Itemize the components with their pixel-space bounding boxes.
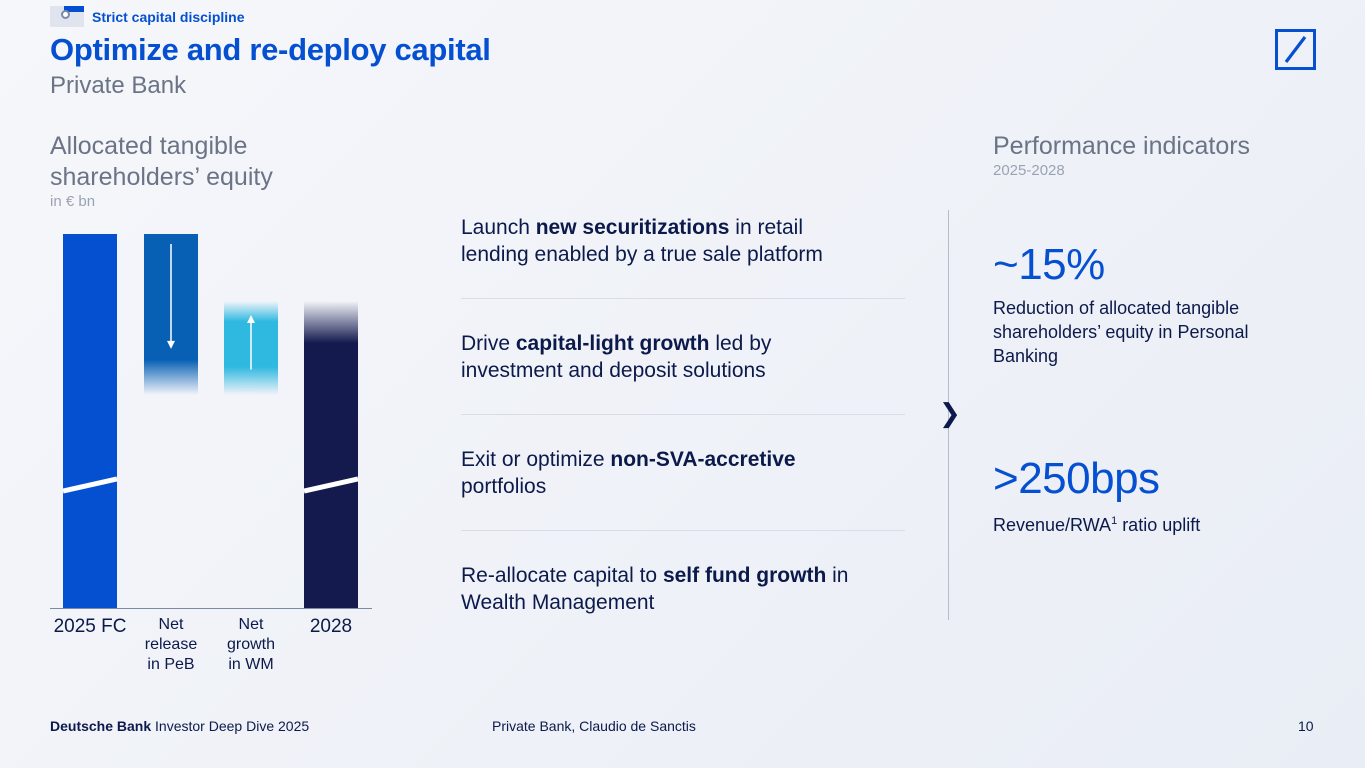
footer-brand: Deutsche Bank (50, 718, 152, 734)
x-axis (50, 608, 372, 609)
kpi-2-value: >250bps (993, 454, 1160, 503)
tag-label: Strict capital discipline (92, 8, 245, 25)
arrow-down-icon (167, 244, 175, 349)
page-number: 10 (1298, 718, 1314, 734)
chevron-right-icon: ❯ (939, 398, 961, 428)
lever-3-highlight: non-SVA-accretive (610, 448, 796, 471)
x-tick-label: 2025 FC (53, 616, 127, 637)
bar-2 (144, 234, 198, 395)
waterfall-chart: 2025 FC Net release in PeB Net growth in WM 202… (50, 225, 380, 685)
lever-1: Launch new securitizations in retail len… (461, 216, 823, 266)
divider (461, 530, 905, 531)
bar-3 (224, 301, 278, 395)
lever-3: Exit or optimize non-SVA-accretive portf… (461, 448, 796, 498)
section-tag: Strict capital discipline (50, 6, 245, 27)
axis-break-icon (63, 476, 117, 494)
performance-title: Performance indicators (993, 132, 1251, 160)
axis-break-icon (304, 476, 358, 494)
page-subtitle: Private Bank (50, 72, 187, 99)
x-tick-label: 2028 (309, 616, 353, 637)
x-tick-label: Net growth in WM (226, 616, 276, 673)
lever-2: Drive capital-light growth led by invest… (461, 332, 772, 382)
footer-event: Investor Deep Dive 2025 (151, 718, 310, 734)
chart-unit: in € bn (50, 193, 96, 210)
lever-4: Re-allocate capital to self fund growth … (461, 564, 849, 614)
bar-1 (63, 234, 117, 608)
lever-2-highlight: capital-light growth (515, 332, 710, 355)
performance-period: 2025-2028 (993, 162, 1065, 179)
arrow-up-icon (247, 315, 255, 370)
footer-center: Private Bank, Claudio de Sanctis (492, 718, 696, 734)
lever-1-highlight: new securitizations (535, 216, 730, 239)
footer-left: Deutsche Bank Investor Deep Dive 2025 (50, 718, 309, 734)
divider (461, 298, 905, 299)
x-tick-label: Net release in PeB (144, 616, 198, 673)
performance-heading: Performance indicators 2025-2028 (993, 131, 1250, 179)
kpi-2-description: Revenue/RWA1 ratio uplift (993, 515, 1201, 535)
chart-title: Allocated tangible shareholders’ equity (50, 132, 273, 191)
kpi-1-description: Reduction of allocated tangible sharehol… (993, 298, 1249, 366)
kpi-1-value: ~15% (993, 240, 1105, 289)
vertical-divider (948, 210, 949, 620)
page-title: Optimize and re-deploy capital (50, 32, 491, 67)
divider (461, 414, 905, 415)
chart-heading: Allocated tangible shareholders’ equity … (50, 131, 300, 210)
tag-icon (50, 6, 84, 27)
lever-4-highlight: self fund growth (662, 564, 827, 587)
bar-4 (304, 301, 358, 608)
deutsche-bank-logo (1275, 29, 1316, 70)
